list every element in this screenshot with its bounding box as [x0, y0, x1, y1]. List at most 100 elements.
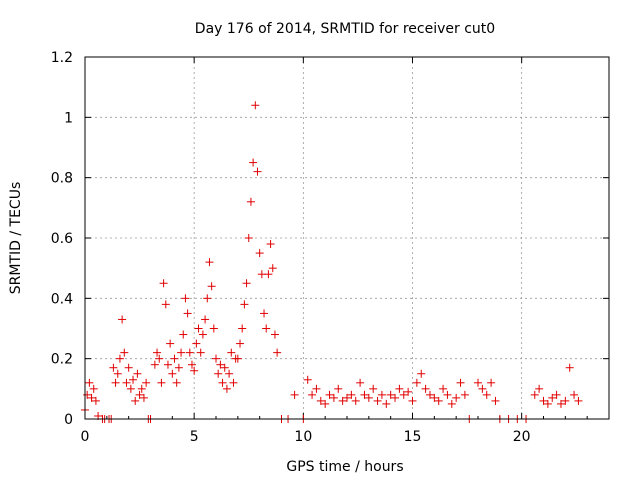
data-point: [155, 354, 164, 363]
data-point: [246, 197, 255, 206]
data-point: [201, 315, 210, 324]
x-tick-label: 20: [513, 429, 531, 445]
data-point: [539, 396, 548, 405]
data-point: [487, 378, 496, 387]
data-point: [535, 384, 544, 393]
data-point: [249, 158, 258, 167]
data-point: [565, 363, 574, 372]
data-point: [181, 294, 190, 303]
data-point: [334, 384, 343, 393]
data-points: [81, 101, 583, 423]
data-point: [118, 315, 127, 324]
data-point: [170, 354, 179, 363]
data-point: [543, 399, 552, 408]
data-point: [399, 390, 408, 399]
data-point: [220, 363, 229, 372]
data-point: [87, 393, 96, 402]
plot-frame: [84, 56, 610, 420]
data-point: [236, 339, 245, 348]
data-point: [253, 167, 262, 176]
data-point: [395, 384, 404, 393]
x-tick-label: 15: [404, 429, 422, 445]
data-point: [552, 390, 561, 399]
data-point: [574, 396, 583, 405]
data-point: [325, 390, 334, 399]
data-point: [227, 348, 236, 357]
data-point: [417, 369, 426, 378]
data-point: [113, 369, 122, 378]
data-point: [242, 279, 251, 288]
data-point: [377, 390, 386, 399]
data-point: [207, 282, 216, 291]
data-point: [262, 324, 271, 333]
y-tick-label: 0.8: [51, 171, 73, 187]
data-point: [238, 324, 247, 333]
data-point: [561, 396, 570, 405]
data-point: [185, 348, 194, 357]
data-point: [474, 378, 482, 387]
data-point: [192, 339, 201, 348]
data-point: [373, 396, 382, 405]
data-point: [91, 396, 100, 405]
data-point: [172, 378, 181, 387]
data-point: [196, 348, 205, 357]
data-point: [430, 393, 439, 402]
data-point: [150, 360, 159, 369]
data-point: [179, 330, 188, 339]
data-point: [124, 363, 133, 372]
data-point: [356, 378, 365, 387]
data-point: [482, 390, 491, 399]
grid-lines: [85, 57, 609, 419]
data-point: [166, 339, 175, 348]
data-point: [268, 264, 277, 273]
data-point: [312, 384, 321, 393]
y-tick-label: 0: [64, 412, 73, 428]
data-point: [343, 393, 351, 402]
data-point: [347, 390, 356, 399]
data-point: [126, 384, 135, 393]
x-tick-label: 5: [190, 429, 199, 445]
data-point: [225, 369, 234, 378]
data-point: [391, 393, 400, 402]
data-point: [218, 378, 227, 387]
y-tick-label: 1.2: [51, 50, 73, 66]
x-tick-label: 10: [294, 429, 312, 445]
data-point: [329, 393, 338, 402]
data-point: [548, 393, 557, 402]
data-point: [163, 360, 172, 369]
y-axis-label: SRMTID / TECUs: [8, 182, 24, 295]
data-point: [216, 360, 225, 369]
data-point: [174, 363, 183, 372]
data-point: [491, 396, 500, 405]
data-point: [369, 384, 378, 393]
y-tick-label: 1: [64, 110, 73, 126]
data-point: [408, 396, 417, 405]
data-point: [425, 390, 434, 399]
data-point: [270, 330, 279, 339]
data-point: [443, 390, 452, 399]
data-point: [229, 378, 238, 387]
data-point: [360, 390, 369, 399]
data-point: [205, 258, 214, 267]
data-point: [177, 348, 186, 357]
data-point: [203, 294, 212, 303]
data-point: [212, 354, 220, 363]
x-axis-label: GPS time / hours: [286, 459, 403, 475]
data-point: [133, 369, 142, 378]
data-point: [198, 330, 207, 339]
data-point: [135, 390, 144, 399]
data-point: [404, 387, 413, 396]
data-point: [194, 324, 203, 333]
data-point: [434, 396, 443, 405]
data-point: [120, 348, 129, 357]
data-point: [157, 378, 166, 387]
y-tick-label: 0.2: [51, 352, 73, 368]
data-point: [142, 378, 151, 387]
data-point: [439, 384, 448, 393]
data-point: [240, 300, 249, 309]
data-point: [161, 300, 170, 309]
data-point: [111, 378, 120, 387]
data-point: [168, 369, 177, 378]
y-tick-label: 0.4: [51, 291, 73, 307]
